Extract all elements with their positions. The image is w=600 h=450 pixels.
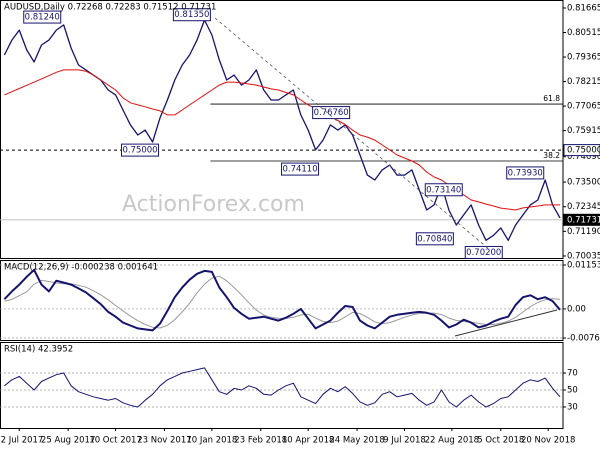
level-box <box>563 144 600 157</box>
series-line <box>4 69 560 211</box>
price-label-box <box>121 143 160 157</box>
y-tick-label: 30 <box>567 403 578 413</box>
x-tick-label: 20 Nov 2018 <box>521 436 575 446</box>
y-tick-label: -0.007634 <box>567 333 600 343</box>
y-tick-label: 70 <box>567 369 578 379</box>
price-label: 0.73140 <box>426 185 461 195</box>
panel-title: AUDUSD,Daily 0.72268 0.72283 0.71512 0.7… <box>4 3 216 13</box>
price-label-box <box>312 106 351 120</box>
y-tick-label: 0.79365 <box>567 53 600 63</box>
x-tick-label: 23 Feb 2018 <box>234 436 287 446</box>
y-tick-label: 0.74690 <box>567 152 600 162</box>
price-label: 0.73930 <box>508 168 543 178</box>
x-tick-label: 24 May 2018 <box>329 436 384 446</box>
y-tick-label: 0.72345 <box>567 202 600 212</box>
y-tick-label: 50 <box>567 386 578 396</box>
price-label-box <box>172 8 211 22</box>
price-label-box <box>424 183 463 197</box>
panel-title: RSI(14) 42.3952 <box>4 345 73 355</box>
y-tick-label: 0.75915 <box>567 126 600 136</box>
x-tick-label: 12 Jul 2017 <box>0 436 43 446</box>
price-label: 0.70840 <box>417 234 452 244</box>
y-tick-label: 0.78215 <box>567 77 600 87</box>
price-label: 0.75000 <box>122 146 157 156</box>
price-label-box <box>415 232 454 246</box>
y-tick-label: 0.77065 <box>567 102 600 112</box>
x-tick-label: 9 Jul 2018 <box>383 436 426 446</box>
y-tick-label: 0.73500 <box>567 178 600 188</box>
price-label: 0.81240 <box>25 13 60 23</box>
x-tick-label: 10 Jan 2018 <box>186 436 237 446</box>
panel-frame <box>0 0 564 259</box>
price-label-box <box>23 10 62 24</box>
x-tick-label: 10 Apr 2018 <box>282 436 335 446</box>
panel-frame <box>0 260 564 341</box>
price-label: 0.76760 <box>314 108 349 118</box>
y-tick-label: 0.011537 <box>567 260 600 270</box>
panel-title: MACD(12,26,9) -0.000238 0.001641 <box>4 263 158 273</box>
y-tick-label: 0.81665 <box>567 3 600 13</box>
y-tick-label: 0.71190 <box>567 227 600 237</box>
level-box <box>563 213 600 226</box>
level-label: 0.75000 <box>567 146 600 156</box>
level-label: 0.71731 <box>567 215 600 225</box>
series-line <box>3 268 561 332</box>
fib-label: 38.2 <box>543 151 560 160</box>
price-label-box <box>464 245 503 259</box>
x-tick-label: 23 Nov 2017 <box>137 436 191 446</box>
y-tick-label: 0.70035 <box>567 251 600 261</box>
price-label: 0.74110 <box>282 165 317 175</box>
price-label: 0.81350 <box>174 10 209 20</box>
x-tick-label: 5 Oct 2018 <box>477 436 524 446</box>
macd-trend-line <box>454 309 558 337</box>
series-line <box>4 367 561 408</box>
x-tick-label: 25 Aug 2017 <box>41 436 95 446</box>
y-tick-label: 0.00 <box>567 304 586 314</box>
price-label-box <box>281 162 320 176</box>
x-tick-label: 10 Oct 2017 <box>89 436 142 446</box>
price-label: 0.70200 <box>466 248 501 258</box>
y-tick-label: 0.80515 <box>567 28 600 38</box>
watermark: ActionForex.com <box>122 192 305 217</box>
panel-frame <box>0 342 564 429</box>
x-tick-label: 22 Aug 2018 <box>425 436 479 446</box>
price-label-box <box>506 166 545 180</box>
fib-label: 61.8 <box>543 94 560 103</box>
